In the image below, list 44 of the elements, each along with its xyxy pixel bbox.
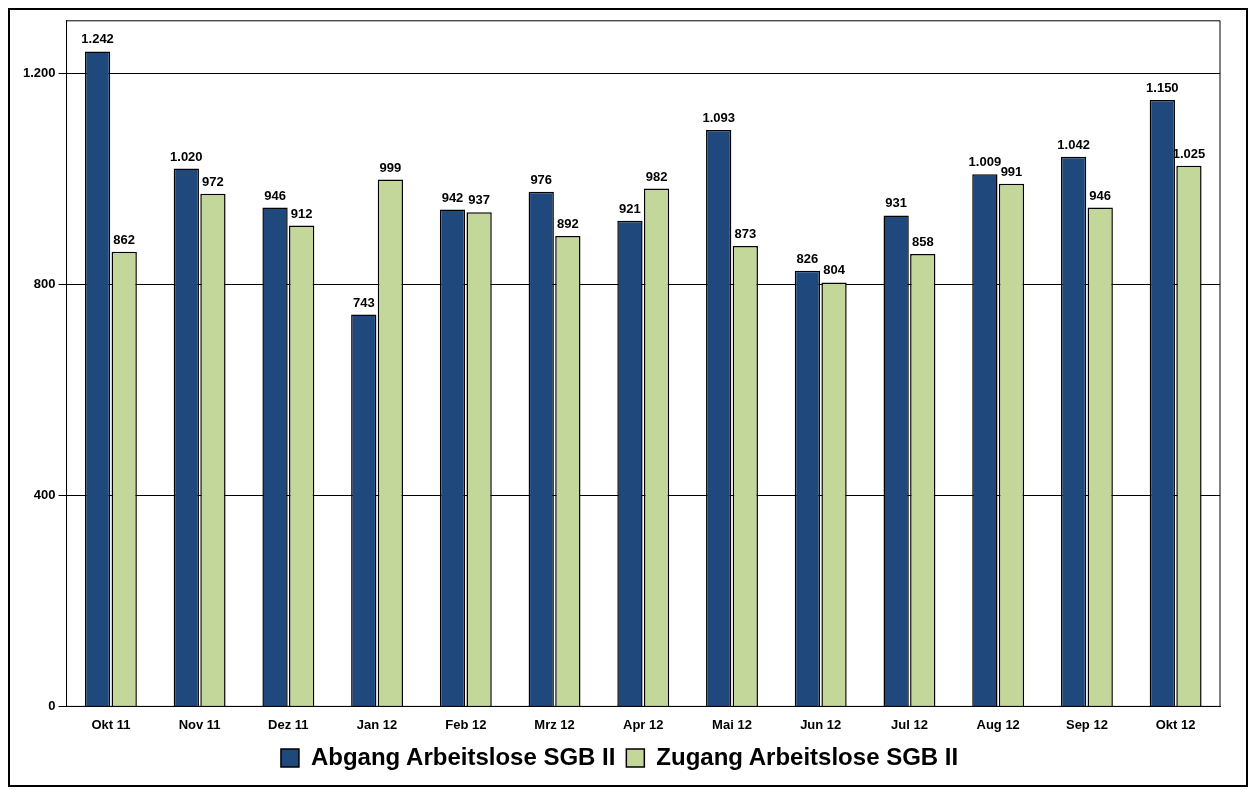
data-label: 892 (557, 216, 579, 232)
data-label: 804 (823, 262, 846, 278)
data-label: 982 (645, 168, 668, 184)
data-label: 1.242 (81, 31, 114, 47)
data-label: 972 (202, 173, 224, 189)
x-tick-label: Feb 12 (445, 716, 487, 732)
x-tick-label: Okt 12 (1155, 716, 1196, 732)
y-tick-label: 800 (33, 276, 56, 292)
y-tick-label: 400 (33, 487, 56, 503)
data-label: 991 (1000, 163, 1023, 179)
data-label: 862 (113, 231, 136, 247)
data-label: 942 (441, 189, 464, 205)
data-label: 946 (1089, 187, 1112, 203)
x-tick-label: Sep 12 (1065, 716, 1108, 732)
data-label: 921 (619, 200, 641, 216)
legend-label: Abgang Arbeitslose SGB II (310, 742, 616, 770)
data-label: 1.093 (702, 110, 735, 126)
data-label: 873 (734, 226, 757, 242)
data-label: 743 (352, 294, 375, 310)
x-tick-label: Jan 12 (356, 716, 398, 732)
data-label: 1.150 (1146, 79, 1179, 95)
x-tick-label: Jun 12 (800, 716, 842, 732)
x-tick-label: Apr 12 (623, 716, 664, 732)
data-label: 946 (264, 187, 286, 203)
data-label: 1.020 (170, 148, 203, 164)
x-tick-label: Dez 11 (268, 716, 309, 732)
x-tick-label: Mai 12 (712, 716, 752, 732)
data-label: 976 (530, 171, 553, 187)
data-label: 999 (379, 159, 402, 175)
x-tick-label: Aug 12 (976, 716, 1020, 732)
x-tick-label: Jul 12 (891, 716, 928, 732)
x-tick-label: Mrz 12 (534, 716, 575, 732)
data-label: 931 (885, 195, 907, 211)
data-label: 826 (796, 250, 819, 266)
data-label: 1.042 (1057, 136, 1090, 152)
y-tick-label: 1.200 (22, 65, 56, 81)
y-tick-label: 0 (48, 697, 56, 713)
x-tick-label: Nov 11 (178, 716, 221, 732)
x-tick-label: Okt 11 (91, 716, 131, 732)
data-label: 912 (290, 205, 313, 221)
data-label: 937 (468, 192, 490, 208)
data-label: 1.009 (968, 154, 1002, 170)
legend-label: Zugang Arbeitslose SGB II (656, 742, 959, 770)
data-label: 858 (911, 233, 934, 249)
